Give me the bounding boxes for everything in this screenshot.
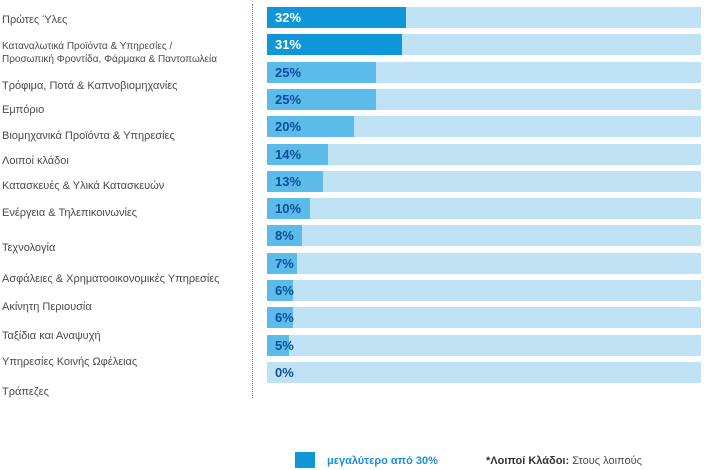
category-label: Ακίνητη Περιουσία [2, 301, 92, 313]
footnote: *Λοιποί Κλάδοι: Στους λοιπούς [486, 455, 642, 467]
bar-value-label: 6% [275, 283, 294, 298]
bar-track: 6% [267, 307, 701, 329]
bar-track: 25% [267, 88, 701, 110]
category-label: Ταξίδια και Αναψυχή [2, 330, 101, 342]
bar-value-label: 6% [275, 310, 294, 326]
category-label: Λοιποί κλάδοι [2, 155, 69, 167]
bar [267, 307, 294, 329]
category-label: Τεχνολογία [2, 242, 56, 254]
bar-value-label: 8% [275, 228, 294, 244]
footnote-bold: *Λοιποί Κλάδοι: [486, 455, 570, 467]
bar [267, 88, 376, 110]
category-label: Ενέργεια & Τηλεπικοινωνίες [2, 207, 138, 219]
bar [267, 61, 376, 83]
bar [267, 143, 328, 165]
bar [267, 252, 298, 274]
bar-value-label: 20% [275, 119, 302, 135]
category-label: Πρώτες Ύλες [2, 14, 68, 26]
bar-value-label: 25% [275, 64, 302, 80]
bar-track: 14% [267, 143, 701, 165]
bar-track: 0% [267, 361, 701, 383]
bar-value-label: 10% [275, 201, 302, 217]
footnote-text: Στους λοιπούς [572, 455, 642, 467]
bar [267, 116, 354, 138]
axis-divider [252, 4, 253, 398]
bar-value-label: 31% [275, 37, 302, 53]
bar [267, 280, 294, 301]
bar-track: 8% [267, 225, 701, 247]
bar-value-label: 13% [275, 173, 302, 189]
bar [267, 198, 311, 220]
category-label: Τράπεζες [2, 386, 49, 398]
bar-value-label: 7% [275, 255, 294, 271]
bar [267, 7, 406, 28]
bar [267, 225, 302, 247]
bar-value-label: 25% [275, 91, 302, 107]
category-label: Καταναλωτικά Προϊόντα & Υπηρεσίες / Προσω… [2, 41, 218, 65]
bar-value-label: 14% [275, 146, 302, 162]
category-label: Ασφάλειες & Χρηματοοικονομικές Υπηρεσίες [2, 273, 220, 285]
bar-track: 6% [267, 280, 701, 301]
category-label: Βιομηχανικά Προϊόντα & Υπηρεσίες [2, 130, 175, 142]
bar-value-label: 0% [275, 364, 294, 380]
category-label: Υπηρεσίες Κοινής Ωφέλειας [2, 356, 138, 368]
category-label: Τρόφιμα, Ποτά & Καπνοβιομηχανίες [2, 80, 178, 92]
bar-track: 31% [267, 34, 701, 56]
bar-track: 25% [267, 61, 701, 83]
category-label: Εμπόριο [2, 104, 45, 116]
bar-track: 7% [267, 252, 701, 274]
category-label: Κατασκευές & Υλικά Κατασκευών [2, 180, 165, 192]
bar-track: 13% [267, 170, 701, 192]
bar [267, 34, 402, 56]
bar [267, 170, 324, 192]
bar-track: 10% [267, 198, 701, 220]
legend-swatch-high [295, 452, 315, 468]
bar-track: 32% [267, 7, 701, 28]
bar-track: 5% [267, 334, 701, 356]
legend-label-high: μεγαλύτερο από 30% [327, 455, 438, 467]
bar-track: 20% [267, 116, 701, 138]
bar-value-label: 32% [275, 10, 302, 25]
bar [267, 334, 289, 356]
bar-value-label: 5% [275, 337, 294, 353]
